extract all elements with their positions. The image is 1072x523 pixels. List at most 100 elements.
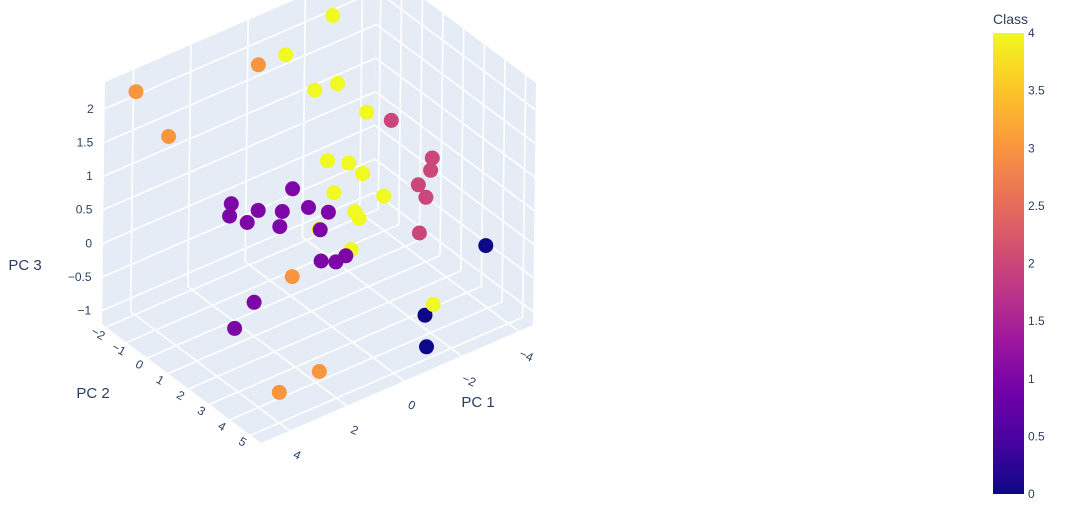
z-tick-label: 1 [86,169,93,183]
data-point[interactable] [311,364,327,379]
data-point[interactable] [161,129,177,144]
data-point[interactable] [478,238,494,254]
data-point[interactable] [325,8,341,23]
grid-line-z [103,90,376,211]
colorbar-gradient [993,33,1024,494]
colorbar-tick-label: 3 [1028,141,1035,155]
data-point[interactable] [284,269,300,285]
grid-line-x [301,236,462,357]
y-tick-label: 4 [216,419,229,435]
grid-line-x [187,44,192,287]
grid-line-z [375,57,536,178]
grid-line-x [359,211,520,332]
colorbar-tick-label: 4 [1028,26,1035,40]
data-point[interactable] [383,112,399,128]
colorbar-tick-label: 1 [1028,372,1035,386]
y-tick-label: 5 [236,434,249,450]
data-point[interactable] [272,219,288,235]
x-tick-label: 4 [291,447,303,463]
data-point[interactable] [250,202,266,218]
colorbar: Class 0 0.5 1 1.5 2 2.5 3 3.5 4 [993,11,1045,501]
data-point[interactable] [411,225,427,241]
grid-line-y [501,59,506,302]
y-tick-label: 2 [174,388,187,404]
data-point[interactable] [278,47,294,63]
grid-line-y [459,28,465,271]
z-tick-label: 0.5 [76,203,93,217]
grid-line-y [439,13,444,256]
data-point[interactable] [417,307,433,323]
data-point[interactable] [359,104,375,120]
grid-line-x [244,261,405,382]
x-tick-label: −2 [460,371,478,389]
data-point[interactable] [222,208,238,224]
data-point[interactable] [128,84,144,100]
z-tick-label: 0 [85,236,92,250]
colorbar-tick-label: 1.5 [1028,314,1045,328]
data-point[interactable] [246,294,262,310]
grid-line-z [103,23,377,144]
data-point[interactable] [341,155,357,171]
grid-line-z [374,158,535,279]
data-point[interactable] [301,200,316,215]
grid-line-y [229,301,503,421]
data-point[interactable] [271,384,287,400]
z-tick-label: 2 [87,102,94,116]
data-point[interactable] [312,222,328,238]
data-point[interactable] [419,339,434,355]
data-point[interactable] [313,253,329,269]
y-axis-title: PC 2 [76,385,109,402]
data-point[interactable] [250,57,266,73]
data-point[interactable] [320,153,335,169]
grid-line-z [102,158,375,278]
data-point[interactable] [307,82,323,98]
data-point[interactable] [423,162,439,178]
y-tick-label: −2 [89,324,108,343]
grid-line-y [521,75,527,318]
data-point[interactable] [376,188,392,204]
grid-line-y [167,254,441,375]
y-tick-label: 0 [133,357,146,373]
colorbar-tick-label: 0.5 [1028,429,1045,443]
colorbar-tick-label: 2.5 [1028,199,1045,213]
grid-line-x [301,0,307,238]
data-point[interactable] [418,189,434,205]
data-point[interactable] [347,204,363,220]
z-tick-label: −1 [78,304,92,318]
data-point[interactable] [239,215,255,230]
x-tick-label: −4 [517,346,535,364]
data-point[interactable] [274,204,290,219]
grid-line-y [377,0,382,210]
back-wall-pc2 [374,0,536,325]
y-tick-label: 3 [195,403,208,419]
data-point[interactable] [330,76,345,91]
grid-line-z [102,124,376,245]
data-point[interactable] [355,166,371,182]
data-point[interactable] [424,150,440,166]
data-point[interactable] [285,181,301,197]
data-point[interactable] [338,248,354,264]
grid-line-x [187,286,348,407]
colorbar-title: Class [993,11,1028,27]
grid-line-y [188,270,462,390]
grid-line-z [373,191,534,313]
data-point[interactable] [425,296,441,312]
data-point[interactable] [410,177,426,193]
colorbar-tick-label: 2 [1028,257,1035,271]
grid-line-y [147,239,420,359]
z-axis-title: PC 3 [8,257,41,274]
data-point[interactable] [227,320,243,336]
x-axis-title: PC 1 [461,394,494,411]
data-point[interactable] [223,196,239,212]
colorbar-tick-label: 3.5 [1028,84,1045,98]
x-tick-label: 2 [349,422,361,438]
data-point[interactable] [326,185,342,201]
grid-line-y [105,208,379,328]
data-point[interactable] [320,204,336,220]
grid-line-z [387,0,537,111]
grid-line-y [250,316,523,437]
x-tick-label: 0 [406,397,418,413]
z-tick-label: −0.5 [68,270,92,284]
